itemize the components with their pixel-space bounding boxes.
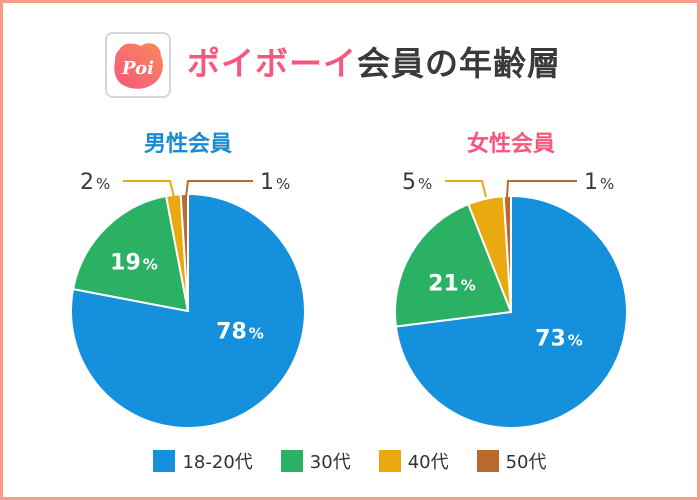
female-50s-label: 1% bbox=[584, 170, 615, 195]
legend-label: 40代 bbox=[407, 452, 449, 473]
svg-text:Poi: Poi bbox=[121, 58, 154, 79]
page-title: ポイボーイ会員の年齢層 bbox=[187, 42, 561, 86]
legend-item-30s: 30代 bbox=[280, 448, 351, 474]
pie-slice-50代 bbox=[179, 193, 189, 312]
male-40s-leader-line bbox=[123, 180, 175, 198]
chart-legend: 18-20代 30代 40代 50代 bbox=[0, 448, 700, 474]
female-40s-leader-line bbox=[445, 180, 487, 198]
legend-item-40s: 40代 bbox=[378, 448, 449, 474]
pie-slice-30代 bbox=[72, 195, 189, 312]
legend-label: 18-20代 bbox=[182, 452, 253, 473]
female-pie-title: 女性会員 bbox=[466, 132, 555, 157]
app-logo: Poi bbox=[105, 32, 171, 98]
legend-label: 50代 bbox=[505, 452, 547, 473]
male-40s-label: 2% bbox=[80, 170, 111, 195]
legend-swatch-50s bbox=[476, 450, 499, 472]
legend-label: 30代 bbox=[309, 452, 351, 473]
legend-swatch-18-20s bbox=[153, 450, 176, 472]
legend-swatch-40s bbox=[378, 450, 401, 472]
female-18-20s-label: 73% bbox=[535, 326, 583, 352]
female-40s-label: 5% bbox=[402, 170, 433, 195]
pie-slice-30代 bbox=[394, 203, 512, 328]
male-pie-title: 男性会員 bbox=[143, 132, 232, 157]
legend-item-18-20s: 18-20代 bbox=[153, 448, 253, 474]
female-pie-chart bbox=[394, 195, 628, 429]
male-18-20s-label: 78% bbox=[216, 319, 264, 345]
female-50s-leader-line bbox=[506, 180, 577, 198]
legend-swatch-30s bbox=[280, 450, 303, 472]
male-50s-label: 1% bbox=[260, 170, 291, 195]
male-30s-label: 19% bbox=[110, 250, 158, 276]
male-50s-leader-line bbox=[185, 180, 253, 198]
female-30s-label: 21% bbox=[428, 271, 476, 297]
poi-logo-icon: Poi bbox=[114, 43, 163, 89]
title-brand: ポイボーイ bbox=[187, 44, 357, 83]
male-pie-chart bbox=[70, 193, 306, 429]
legend-item-50s: 50代 bbox=[476, 448, 547, 474]
title-rest: 会員の年齢層 bbox=[357, 44, 561, 83]
